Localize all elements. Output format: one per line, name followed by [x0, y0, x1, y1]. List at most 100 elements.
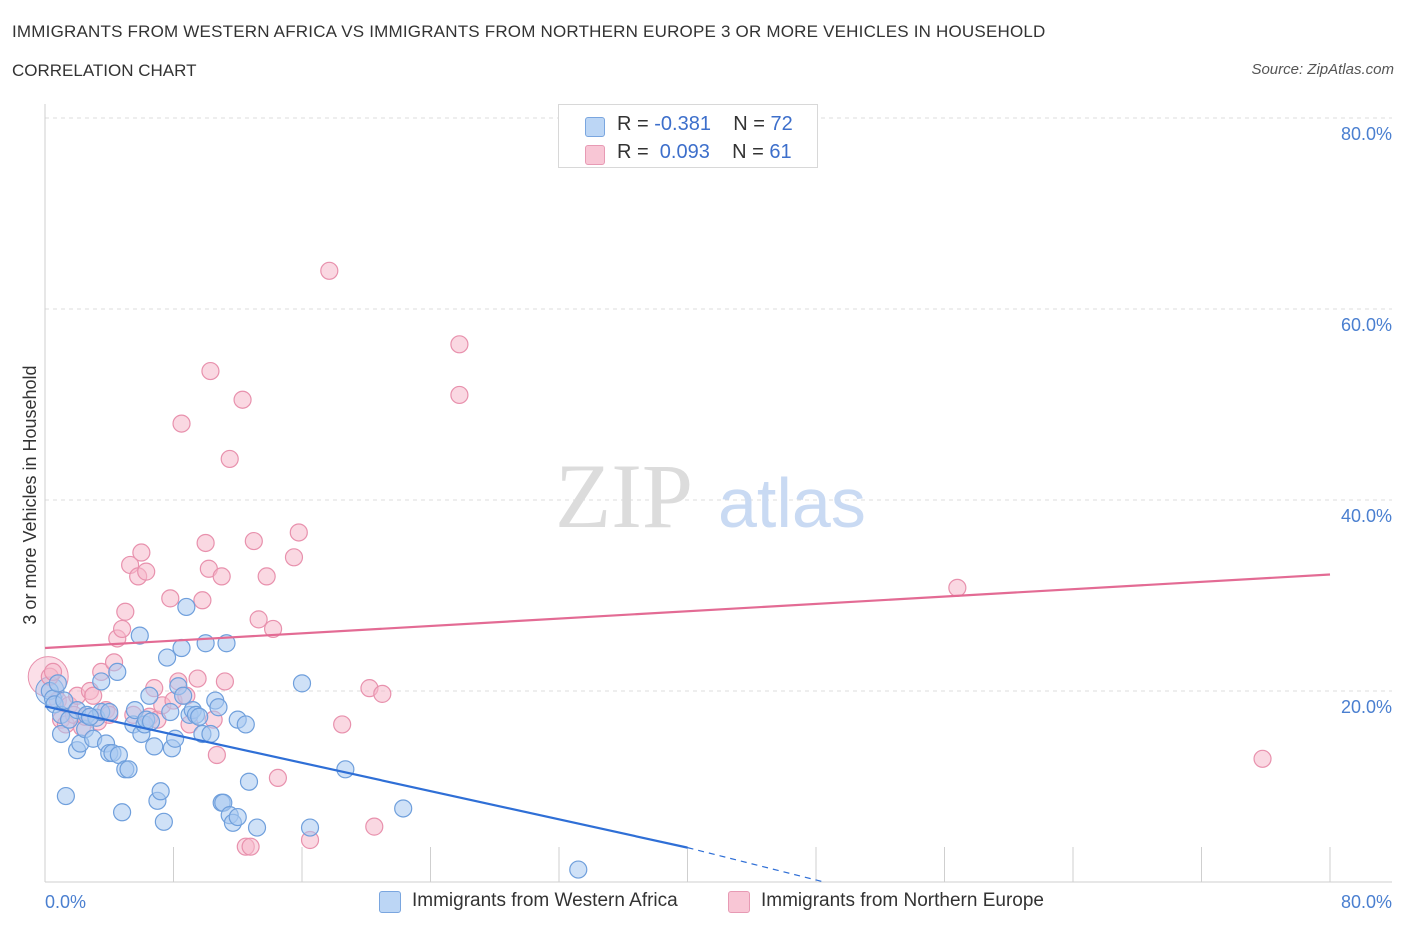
legend-n-label: N = — [732, 141, 770, 163]
point-northern-europe — [215, 672, 234, 691]
point-western-africa — [292, 674, 312, 693]
point-northern-europe — [193, 591, 212, 610]
point-western-africa — [119, 760, 138, 779]
point-western-africa — [145, 737, 164, 756]
point-northern-europe — [84, 686, 103, 705]
point-northern-europe — [450, 335, 469, 354]
chart-title: IMMIGRANTS FROM WESTERN AFRICA VS IMMIGR… — [12, 22, 1046, 41]
chart-subtitle: CORRELATION CHART — [12, 61, 197, 80]
y-tick-label: 80.0% — [1341, 124, 1392, 144]
point-western-africa — [140, 686, 159, 705]
point-northern-europe — [263, 619, 283, 639]
legend-n-value: 61 — [769, 141, 792, 163]
y-axis-title: 3 or more Vehicles in Household — [20, 365, 40, 624]
point-northern-europe — [268, 768, 288, 788]
legend-r-label: R = — [617, 141, 655, 163]
trend-layer — [44, 573, 1331, 883]
point-northern-europe — [244, 531, 263, 551]
legend-n-label: N = — [733, 113, 771, 135]
point-northern-europe — [948, 578, 967, 597]
point-western-africa — [56, 786, 75, 806]
point-western-africa — [236, 715, 255, 734]
watermark-atlas: atlas — [718, 464, 866, 542]
point-northern-europe — [201, 361, 220, 381]
point-western-africa — [394, 799, 413, 818]
bottom-legend-label: Immigrants from Northern Europe — [761, 890, 1044, 911]
point-northern-europe — [161, 589, 180, 608]
point-northern-europe — [188, 669, 207, 688]
trend-line-western-africa — [44, 705, 688, 849]
legend-r-value: -0.381 — [654, 113, 711, 135]
x-tick-label-min: 0.0% — [45, 892, 86, 912]
bottom-legend-swatch-blue — [379, 891, 401, 913]
point-western-africa — [174, 686, 193, 705]
bottom-legend-label: Immigrants from Western Africa — [412, 890, 678, 911]
point-northern-europe — [249, 610, 268, 629]
point-western-africa — [172, 638, 191, 658]
legend-r-value: 0.093 — [654, 141, 710, 163]
y-tick-label: 20.0% — [1341, 697, 1392, 717]
watermark: ZIP atlas — [555, 445, 866, 547]
point-western-africa — [154, 812, 173, 831]
point-western-africa — [569, 860, 588, 879]
trend-line-western-africa-extension — [687, 847, 825, 883]
point-western-africa — [196, 634, 215, 653]
point-northern-europe — [212, 567, 231, 586]
point-western-africa — [239, 772, 259, 791]
points-layer — [27, 261, 1272, 879]
point-northern-europe — [137, 562, 156, 581]
point-northern-europe — [172, 414, 191, 433]
point-western-africa — [177, 597, 196, 617]
trend-line-northern-europe — [44, 573, 1331, 650]
point-northern-europe — [450, 385, 469, 405]
point-western-africa — [209, 698, 228, 717]
point-northern-europe — [112, 619, 132, 639]
source-credit: Source: ZipAtlas.com — [1251, 61, 1394, 78]
point-western-africa — [108, 662, 127, 682]
point-western-africa — [51, 724, 71, 744]
point-western-africa — [55, 691, 74, 710]
point-northern-europe — [257, 567, 276, 586]
axes-layer: 20.0% 40.0% 60.0% 80.0% — [44, 104, 1392, 883]
point-western-africa — [247, 818, 267, 837]
correlation-legend: R = -0.381 N = 72 R = 0.093 N = 61 — [558, 104, 818, 168]
point-northern-europe — [207, 745, 226, 765]
point-northern-europe — [284, 548, 304, 567]
watermark-zip: ZIP — [555, 445, 693, 547]
y-tick-label: 60.0% — [1341, 315, 1392, 335]
point-western-africa — [300, 818, 320, 837]
point-northern-europe — [132, 543, 151, 562]
point-western-africa — [228, 807, 247, 827]
point-northern-europe — [233, 390, 252, 409]
point-western-africa — [130, 626, 149, 645]
point-western-africa — [100, 702, 119, 722]
bottom-legend-swatch-pink — [728, 891, 750, 913]
x-tick-label-max: 80.0% — [1341, 892, 1392, 912]
point-western-africa — [151, 782, 170, 801]
point-northern-europe — [320, 261, 339, 280]
point-northern-europe — [289, 523, 308, 542]
point-western-africa — [201, 724, 220, 744]
legend-n-value: 72 — [770, 113, 793, 135]
point-western-africa — [112, 803, 132, 822]
legend-r-label: R = — [617, 113, 655, 135]
point-northern-europe — [1253, 749, 1272, 768]
legend-swatch-pink — [585, 145, 605, 165]
point-northern-europe — [373, 684, 392, 703]
point-western-africa — [157, 648, 177, 667]
point-western-africa — [190, 707, 209, 726]
legend-swatch-blue — [585, 117, 605, 137]
point-western-africa — [336, 760, 355, 779]
point-western-africa — [217, 634, 236, 653]
point-northern-europe — [241, 837, 260, 856]
point-northern-europe — [116, 602, 135, 621]
y-tick-label: 40.0% — [1341, 506, 1392, 526]
point-northern-europe — [220, 449, 239, 469]
point-northern-europe — [333, 715, 352, 734]
point-western-africa — [48, 674, 67, 693]
point-western-africa — [161, 702, 180, 722]
point-western-africa — [92, 672, 111, 691]
point-northern-europe — [196, 533, 215, 553]
point-northern-europe — [365, 817, 384, 836]
